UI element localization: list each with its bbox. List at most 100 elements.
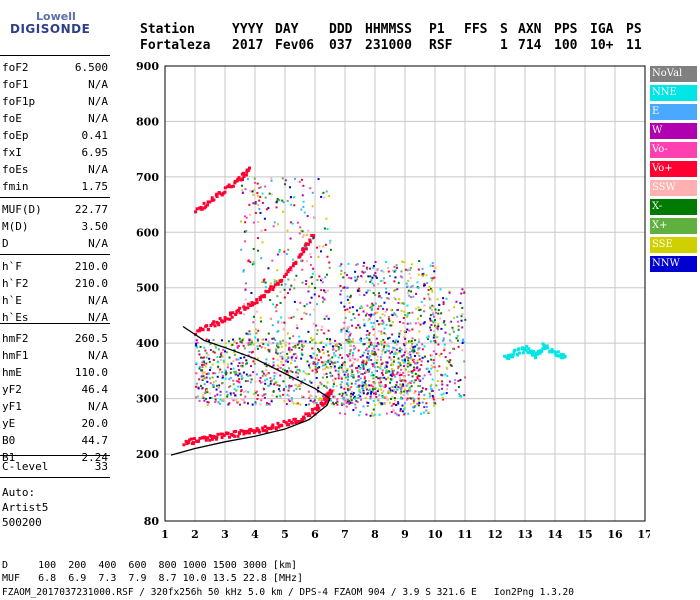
echo-point — [265, 365, 268, 368]
echo-point — [386, 343, 389, 346]
echo-point — [401, 359, 404, 362]
header-pps-value: 100 — [554, 38, 578, 53]
echo-point — [197, 387, 200, 390]
echo-point — [195, 344, 198, 347]
echo-point — [261, 374, 264, 377]
echo-point — [339, 273, 342, 276]
echo-point — [348, 387, 351, 390]
param-row: h`Es N/A — [2, 311, 108, 325]
x-tick-label: 13 — [517, 528, 532, 541]
trace-group — [182, 389, 334, 447]
trace-point — [194, 210, 198, 214]
echo-point — [206, 372, 209, 375]
param-row: h`F 210.0 — [2, 260, 108, 274]
echo-point — [364, 363, 367, 366]
echo-point — [400, 384, 403, 387]
echo-point — [283, 296, 286, 299]
echo-point — [364, 371, 367, 374]
echo-point — [339, 344, 342, 347]
trace-point — [298, 253, 302, 257]
echo-point — [343, 305, 346, 308]
echo-point — [290, 316, 293, 319]
echo-point — [323, 289, 326, 292]
echo-point — [270, 398, 273, 401]
echo-point — [419, 385, 422, 388]
echo-point — [379, 367, 382, 370]
echo-point — [401, 404, 404, 407]
trace-point — [198, 326, 202, 330]
echo-point — [346, 369, 349, 372]
echo-point — [399, 330, 402, 333]
echo-point — [351, 390, 354, 393]
echo-point — [282, 380, 285, 383]
trace-point — [308, 413, 312, 417]
echo-point — [275, 348, 278, 351]
y-tick-label: 600 — [136, 226, 159, 239]
echo-point — [442, 337, 445, 340]
echo-point — [413, 359, 416, 362]
echo-point — [359, 366, 362, 369]
echo-point — [201, 371, 204, 374]
echo-point — [320, 341, 323, 344]
echo-point — [233, 370, 236, 373]
echo-point — [289, 237, 292, 240]
echo-point — [336, 400, 339, 403]
echo-point — [212, 384, 215, 387]
echo-point — [399, 392, 402, 395]
echo-point — [340, 301, 343, 304]
echo-point — [430, 364, 433, 367]
echo-point — [259, 211, 262, 214]
echo-point — [290, 385, 293, 388]
echo-point — [305, 233, 308, 236]
echo-point — [204, 392, 207, 395]
echo-point — [416, 361, 419, 364]
echo-point — [357, 365, 360, 368]
echo-point — [270, 179, 273, 182]
echo-point — [372, 414, 375, 417]
echo-point — [350, 399, 353, 402]
echo-point — [358, 385, 361, 388]
trace-point — [312, 234, 316, 238]
echo-point — [288, 394, 291, 397]
echo-point — [434, 308, 437, 311]
echo-point — [254, 211, 257, 214]
echo-point — [334, 339, 337, 342]
echo-point — [276, 197, 279, 200]
echo-point — [409, 389, 412, 392]
header-ps-label: PS — [626, 22, 642, 37]
echo-point — [302, 370, 305, 373]
param-key: foF1p — [2, 95, 36, 108]
echo-point — [432, 350, 435, 353]
echo-point — [381, 372, 384, 375]
echo-point — [395, 339, 398, 342]
trace-point — [543, 344, 547, 348]
echo-point — [278, 250, 281, 253]
echo-point — [399, 396, 402, 399]
echo-point — [245, 362, 248, 365]
echo-point — [442, 392, 445, 395]
echo-point — [241, 339, 244, 342]
echo-point — [350, 382, 353, 385]
echo-point — [417, 374, 420, 377]
echo-point — [348, 306, 351, 309]
echo-point — [245, 230, 248, 233]
echo-point — [344, 412, 347, 415]
echo-point — [372, 291, 375, 294]
param-value: 3.50 — [81, 220, 109, 233]
echo-point — [320, 383, 323, 386]
echo-point — [456, 315, 459, 318]
echo-point — [313, 402, 316, 405]
echo-point — [392, 369, 395, 372]
echo-point — [249, 374, 252, 377]
trace-point — [209, 323, 213, 327]
echo-point — [220, 339, 223, 342]
trace-point — [217, 191, 221, 195]
trace-point — [307, 412, 311, 416]
echo-point — [372, 266, 375, 269]
echo-point — [368, 359, 371, 362]
echo-point — [406, 356, 409, 359]
echo-point — [326, 228, 329, 231]
echo-point — [337, 347, 340, 350]
trace-point — [224, 431, 228, 435]
trace-point — [182, 443, 186, 447]
